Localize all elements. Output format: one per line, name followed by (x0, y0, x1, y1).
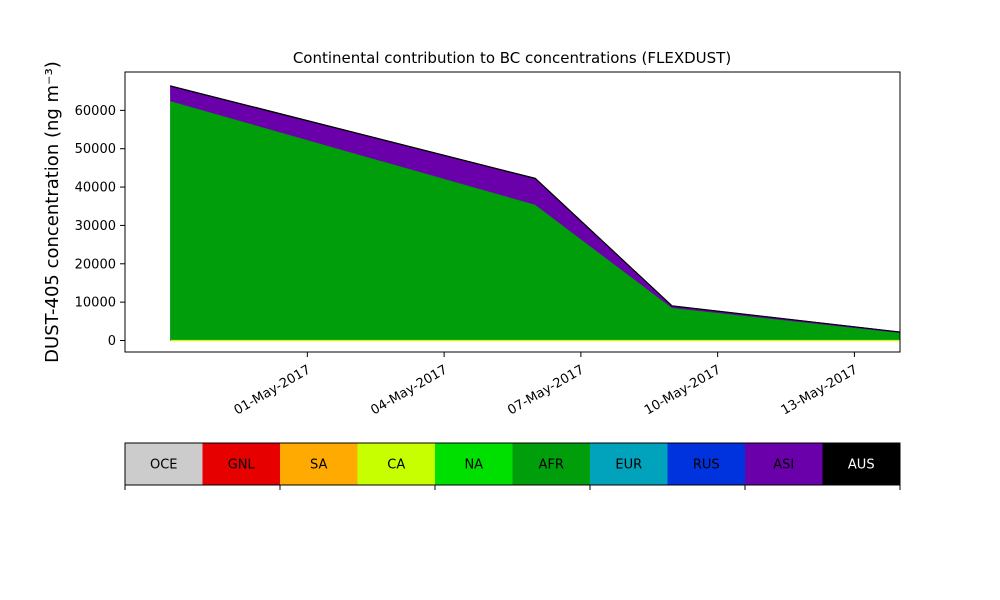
legend-swatch-sa (280, 443, 358, 485)
legend-swatch-asi (745, 443, 823, 485)
y-tick-label: 40000 (75, 181, 116, 196)
x-tick-label: 01-May-2017 (232, 362, 314, 418)
legend-swatch-ca (357, 443, 436, 485)
legend-label-rus: RUS (693, 458, 720, 473)
chart-title: Continental contribution to BC concentra… (293, 49, 731, 67)
y-tick-label: 0 (108, 334, 116, 349)
legend-label-asi: ASI (773, 458, 794, 473)
area-afr (170, 100, 901, 341)
y-tick-label: 30000 (75, 219, 116, 234)
y-axis-label: DUST-405 concentration (ng m⁻³) (42, 61, 63, 363)
legend-swatch-gnl (202, 443, 281, 485)
legend-label-afr: AFR (539, 458, 564, 473)
legend-frame (124, 442, 901, 486)
legend-swatch-afr (512, 443, 591, 485)
legend-label-oce: OCE (150, 458, 178, 473)
plot-frame (124, 71, 901, 353)
legend-label-ca: CA (387, 458, 405, 473)
y-tick-label: 50000 (75, 142, 116, 157)
legend-colorbar: OCE GNL SA CA NA AFR EUR RUS ASI AUS (124, 442, 901, 490)
x-tick-label: 13-May-2017 (779, 362, 861, 418)
area-series-layer (170, 85, 901, 342)
legend-swatch-na (435, 443, 513, 485)
legend-label-sa: SA (310, 458, 327, 473)
legend-label-eur: EUR (615, 458, 642, 473)
legend-swatch-eur (590, 443, 668, 485)
legend-swatch-aus (822, 443, 901, 485)
legend-swatch-oce (125, 443, 203, 485)
x-tick-label: 10-May-2017 (642, 362, 724, 418)
legend-label-aus: AUS (848, 458, 875, 473)
x-tick-label: 04-May-2017 (368, 362, 450, 418)
legend-swatch-rus (667, 443, 746, 485)
y-tick-label: 20000 (75, 257, 116, 272)
legend-label-gnl: GNL (228, 458, 256, 473)
y-tick-label: 10000 (75, 296, 116, 311)
x-tick-label: 07-May-2017 (505, 362, 587, 418)
y-tick-label: 60000 (75, 104, 116, 119)
legend-label-na: NA (464, 458, 483, 473)
